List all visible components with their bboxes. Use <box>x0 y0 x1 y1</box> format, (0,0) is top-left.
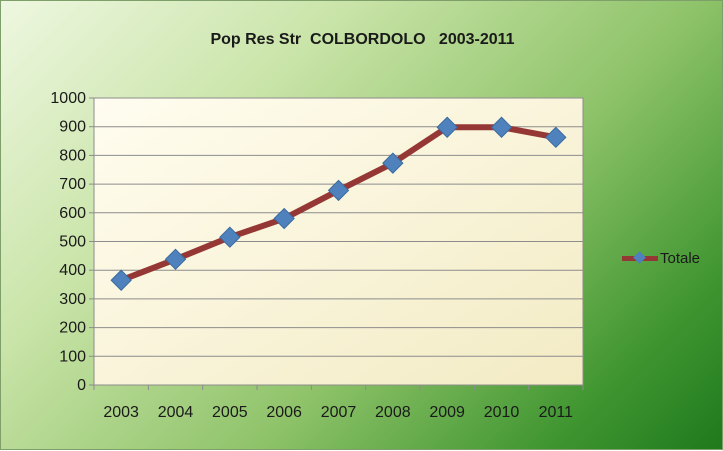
data-point-marker <box>436 116 458 138</box>
x-tick-label: 2003 <box>103 404 139 421</box>
y-tick-label: 900 <box>59 119 86 136</box>
legend-diamond-marker <box>633 251 646 264</box>
x-tick-label: 2009 <box>429 404 465 421</box>
data-point-marker <box>382 152 404 174</box>
series-totale <box>110 116 567 291</box>
data-point-marker <box>219 226 241 248</box>
data-point-marker <box>164 248 187 271</box>
y-tick-label: 400 <box>59 262 86 279</box>
y-tick-label: 0 <box>77 377 86 394</box>
x-tick-label: 2008 <box>375 404 411 421</box>
y-tick-label: 300 <box>59 291 86 308</box>
x-tick-label: 2006 <box>266 404 302 421</box>
x-tick-label: 2005 <box>212 404 248 421</box>
data-point-marker <box>273 207 295 230</box>
y-tick-label: 500 <box>59 234 86 251</box>
y-tick-label: 200 <box>59 320 86 337</box>
x-tick-label: 2010 <box>484 404 520 421</box>
x-tick-label: 2007 <box>321 404 357 421</box>
y-tick-label: 1000 <box>50 90 86 107</box>
data-point-marker <box>110 269 132 291</box>
chart-title: Pop Res Str COLBORDOLO 2003-2011 <box>210 31 515 48</box>
y-tick-label: 700 <box>59 176 86 193</box>
data-point-marker <box>327 179 350 202</box>
y-tick-label: 600 <box>59 205 86 222</box>
y-tick-label: 800 <box>59 147 86 164</box>
legend: Totale <box>622 248 700 268</box>
legend-key-totale <box>622 248 658 268</box>
x-tick-label: 2004 <box>158 404 194 421</box>
data-point-marker <box>490 116 513 138</box>
y-tick-label: 100 <box>59 348 86 365</box>
x-axis: 2003 2004 2005 2006 2007 2008 2009 2010 2011 <box>93 385 584 421</box>
data-point-marker <box>545 126 567 149</box>
y-axis: 0 100 200 300 400 500 600 700 800 900 1000 <box>50 90 94 394</box>
x-tick-label: 2011 <box>539 404 574 421</box>
legend-label-totale: Totale <box>660 249 701 267</box>
